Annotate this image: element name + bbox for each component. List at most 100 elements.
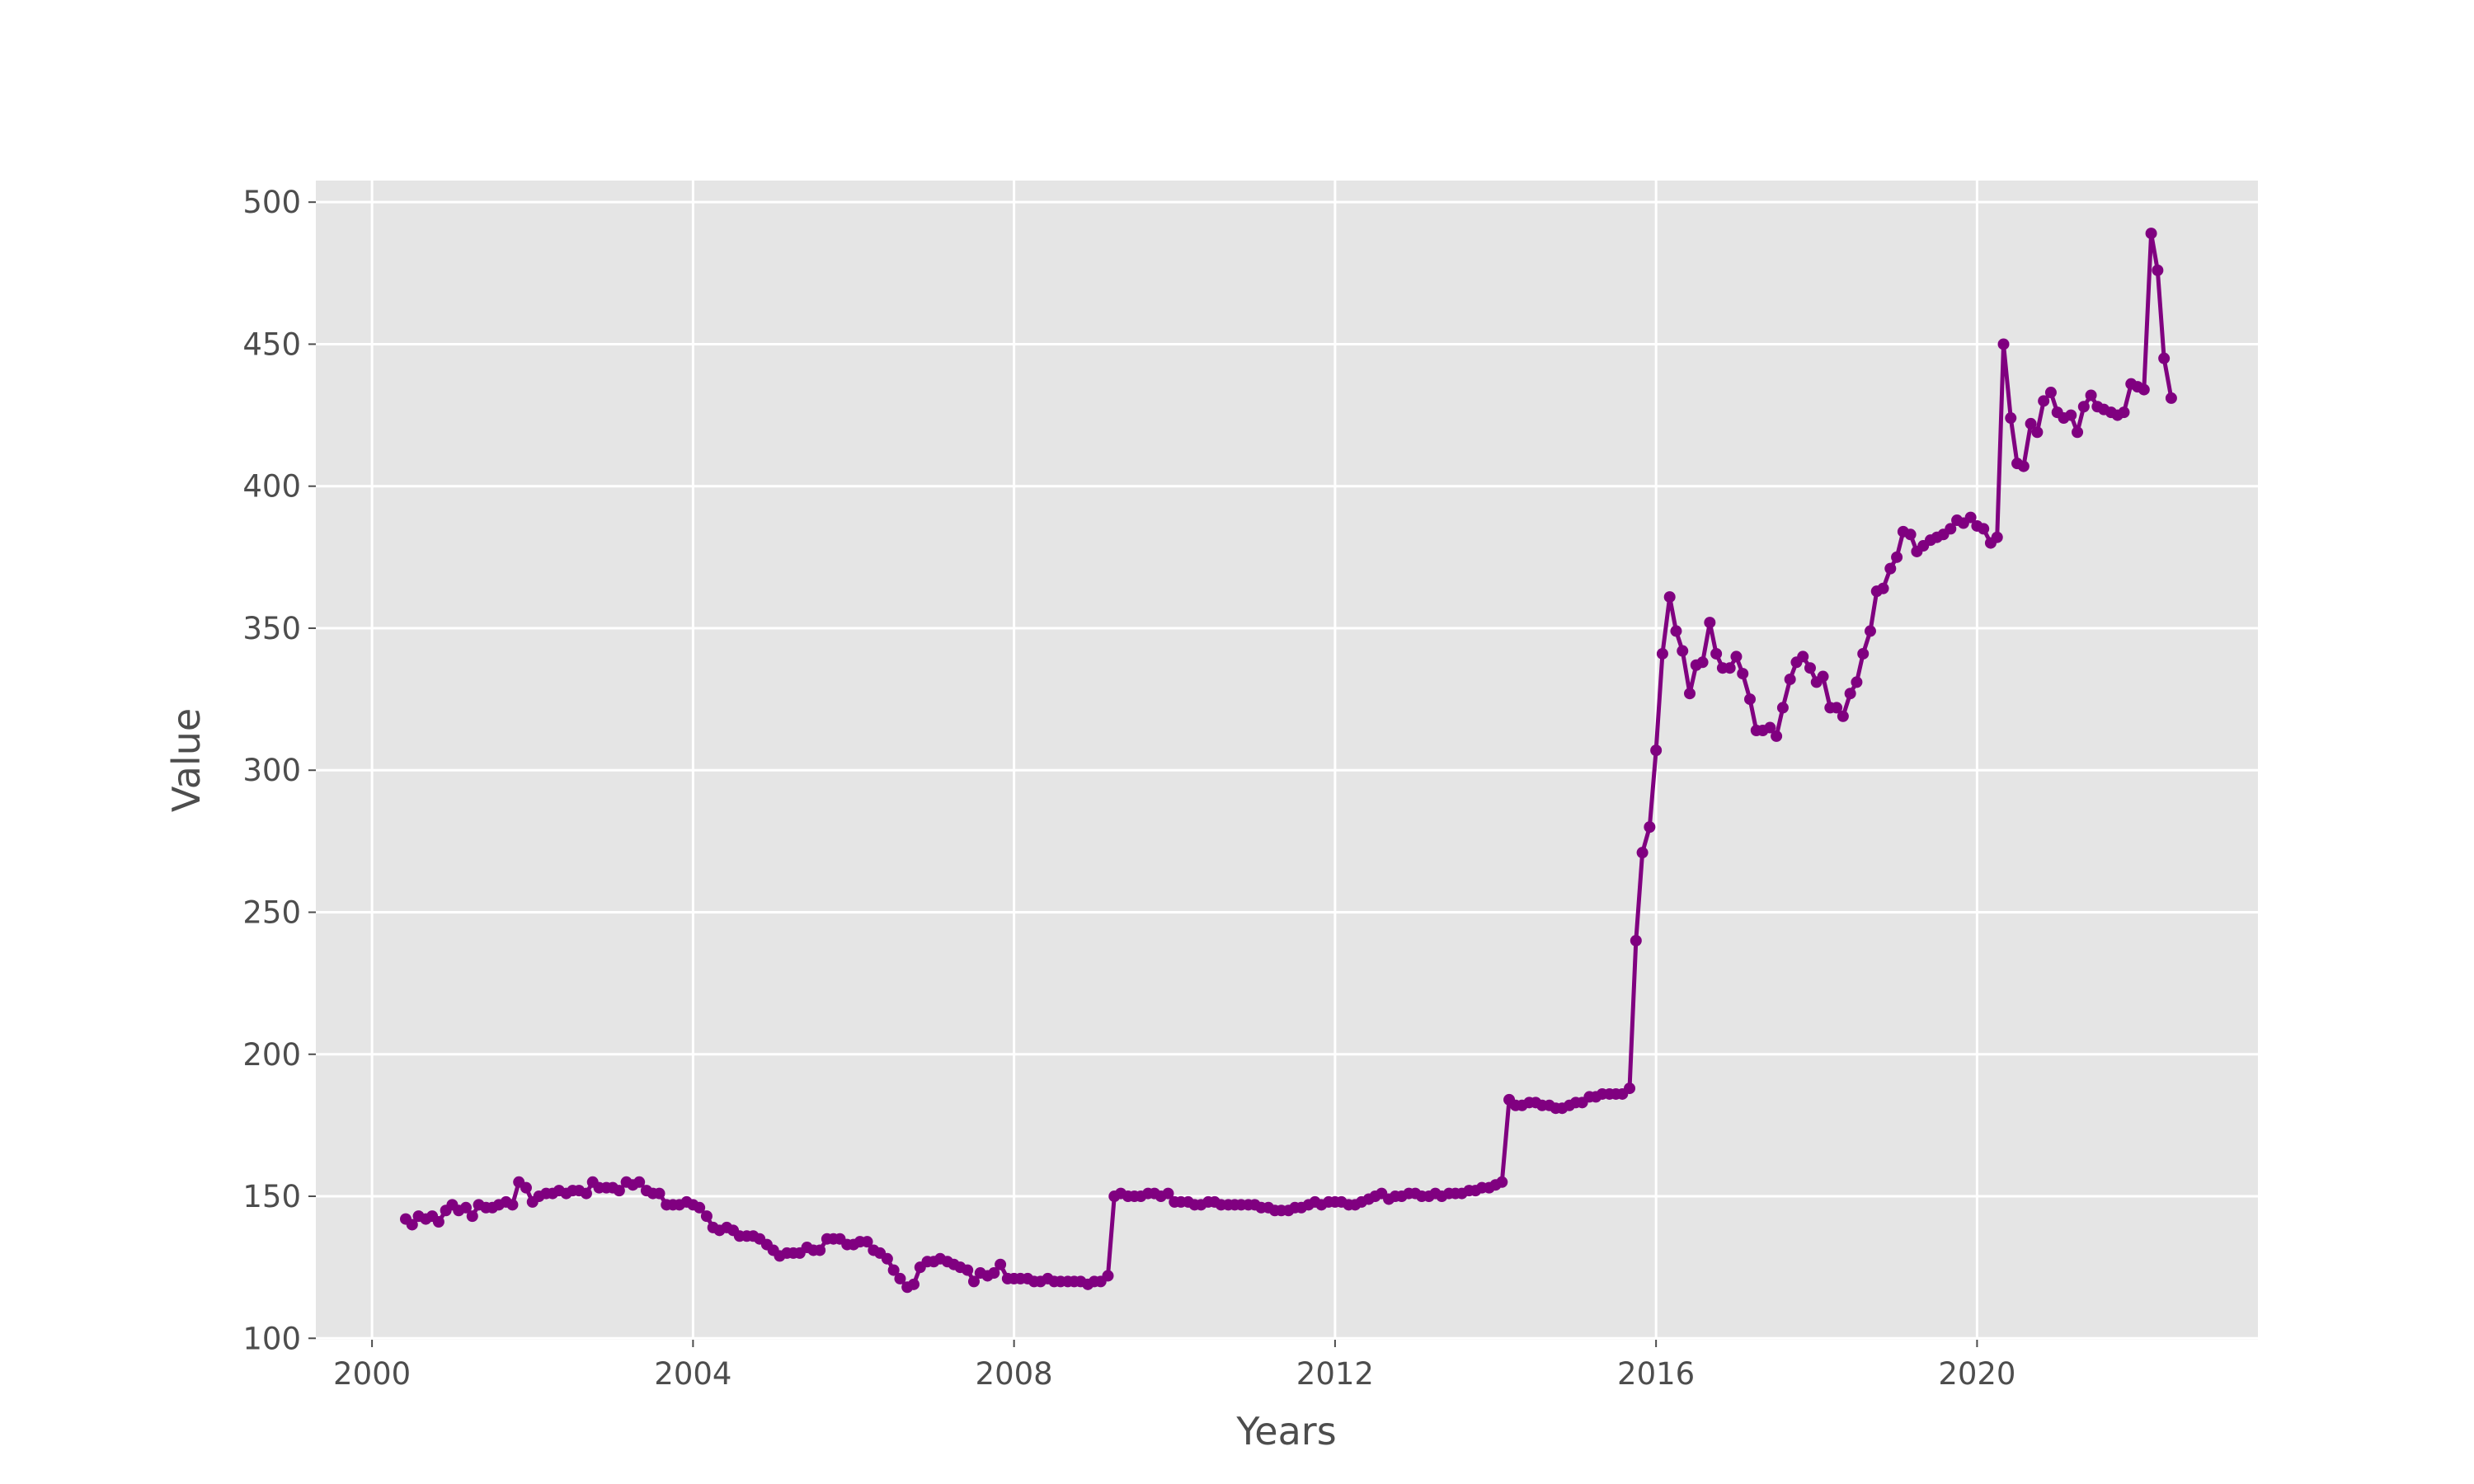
point <box>1710 647 1723 660</box>
point <box>988 1267 1000 1280</box>
point <box>967 1275 980 1288</box>
point <box>1991 531 2003 543</box>
point <box>2085 389 2097 402</box>
point <box>2145 228 2157 240</box>
point <box>881 1252 893 1265</box>
point <box>1102 1270 1114 1282</box>
point <box>1650 744 1663 757</box>
point <box>2038 395 2050 407</box>
y-tick-label: 100 <box>242 1321 301 1356</box>
y-tick-label: 400 <box>242 469 301 505</box>
point <box>1877 582 1889 594</box>
y-axis-label: Value <box>164 708 209 812</box>
y-tick-label: 150 <box>242 1179 301 1214</box>
series <box>399 228 2177 1294</box>
point <box>1764 721 1776 734</box>
point <box>1997 338 2010 350</box>
point <box>1624 1082 1636 1095</box>
point <box>580 1187 592 1200</box>
point <box>887 1264 900 1276</box>
point <box>1656 647 1668 660</box>
point <box>1831 702 1843 714</box>
point <box>506 1199 519 1211</box>
point <box>814 1244 826 1256</box>
x-tick-label: 2008 <box>976 1356 1053 1392</box>
point <box>1670 625 1682 637</box>
point <box>1162 1187 1174 1200</box>
y-tick-label: 250 <box>242 895 301 930</box>
point <box>1776 702 1789 714</box>
point <box>1784 673 1796 685</box>
point <box>1704 617 1716 629</box>
point <box>1684 688 1696 700</box>
y-tick-label: 450 <box>242 326 301 362</box>
point <box>2025 417 2037 430</box>
point <box>459 1201 472 1214</box>
point <box>2118 406 2130 419</box>
point <box>1744 693 1757 706</box>
point <box>1737 668 1749 680</box>
point <box>1724 662 1736 674</box>
point <box>2017 460 2030 472</box>
y-tick-label: 300 <box>242 753 301 788</box>
point <box>700 1210 713 1223</box>
point <box>1904 528 1917 541</box>
x-tick-label: 2016 <box>1617 1356 1695 1392</box>
plot-background <box>316 181 2258 1340</box>
point <box>962 1264 974 1276</box>
point <box>2158 352 2171 364</box>
point <box>2031 426 2044 439</box>
point <box>653 1187 666 1200</box>
x-tick-label: 2020 <box>1938 1356 2015 1392</box>
point <box>1884 562 1897 575</box>
point <box>2065 409 2077 421</box>
point <box>1945 523 1957 535</box>
point <box>2165 392 2177 404</box>
point <box>520 1181 532 1194</box>
point <box>432 1216 444 1228</box>
point <box>1857 647 1870 660</box>
point <box>894 1272 906 1284</box>
y-tick-label: 500 <box>242 185 301 220</box>
point <box>1851 676 1863 688</box>
point <box>1964 511 1977 524</box>
point <box>1644 821 1656 834</box>
point <box>1797 650 1809 663</box>
point <box>694 1201 706 1214</box>
point <box>1730 650 1743 663</box>
x-axis-label: Years <box>1235 1409 1336 1453</box>
point <box>1817 670 1829 683</box>
point <box>2044 387 2057 399</box>
x-tick-label: 2012 <box>1296 1356 1374 1392</box>
point <box>406 1219 418 1231</box>
point <box>2077 401 2090 413</box>
point <box>2005 412 2017 425</box>
point <box>1630 934 1642 946</box>
point <box>633 1176 646 1188</box>
y-tick-label: 200 <box>242 1037 301 1073</box>
point <box>995 1258 1007 1270</box>
point <box>1496 1176 1508 1188</box>
point <box>1677 645 1689 657</box>
point <box>1636 847 1649 859</box>
point <box>1844 688 1856 700</box>
point <box>1696 656 1709 669</box>
point <box>907 1278 920 1290</box>
point <box>1771 730 1783 742</box>
x-tick-label: 2000 <box>333 1356 411 1392</box>
point <box>2138 383 2150 396</box>
point <box>1864 625 1876 637</box>
point <box>1837 710 1849 722</box>
point <box>1804 662 1816 674</box>
point <box>2152 264 2164 276</box>
y-tick-label: 350 <box>242 611 301 646</box>
point <box>2072 426 2084 439</box>
point <box>466 1210 478 1223</box>
x-tick-label: 2004 <box>654 1356 731 1392</box>
point <box>1891 551 1903 563</box>
point <box>1663 591 1676 603</box>
point <box>613 1185 625 1197</box>
point <box>1978 523 1990 535</box>
